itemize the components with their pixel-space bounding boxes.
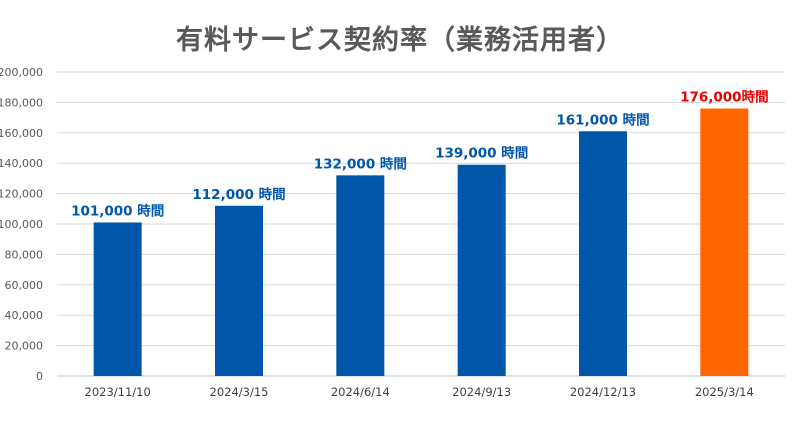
bar [215, 205, 263, 376]
x-tick-label: 2025/3/14 [695, 385, 754, 399]
y-tick-label: 140,000 [0, 157, 43, 170]
y-tick-label: 100,000 [0, 218, 43, 231]
bar [93, 222, 142, 376]
data-label: 112,000 時間 [192, 186, 285, 203]
x-tick-label: 2023/11/10 [85, 385, 151, 399]
data-label: 139,000 時間 [435, 145, 528, 162]
data-label: 161,000 時間 [556, 111, 649, 128]
chart-title: 有料サービス契約率（業務活用者） [176, 25, 624, 56]
x-tick-label: 2024/6/14 [331, 385, 390, 399]
x-tick-label: 2024/3/15 [210, 385, 269, 399]
x-tick-label: 2024/9/13 [452, 385, 511, 399]
data-label: 101,000 時間 [71, 202, 164, 219]
bar [700, 108, 749, 376]
bar [336, 175, 385, 376]
data-label: 176,000時間 [680, 88, 769, 105]
y-tick-label: 200,000 [0, 66, 43, 79]
y-tick-label: 60,000 [5, 279, 44, 292]
bar [579, 131, 627, 376]
y-tick-label: 80,000 [5, 248, 44, 261]
y-tick-label: 120,000 [0, 188, 43, 201]
y-tick-label: 160,000 [0, 127, 43, 140]
data-label: 132,000 時間 [314, 155, 407, 172]
y-tick-label: 180,000 [0, 96, 43, 109]
y-tick-label: 0 [36, 370, 43, 383]
bar [457, 164, 506, 376]
y-tick-label: 20,000 [5, 340, 44, 353]
x-tick-label: 2024/12/13 [570, 385, 636, 399]
y-tick-label: 40,000 [5, 309, 44, 322]
